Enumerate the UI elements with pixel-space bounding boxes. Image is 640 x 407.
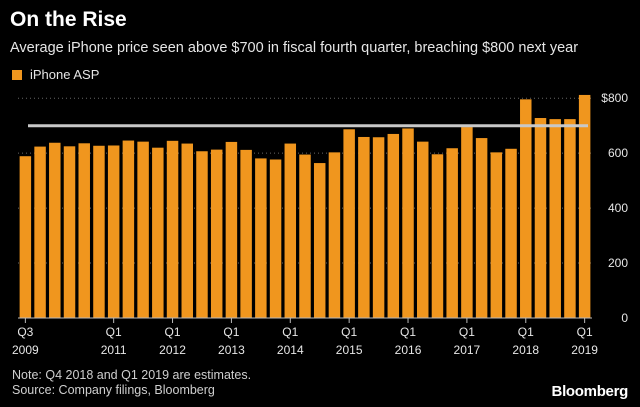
bar <box>269 159 282 318</box>
bar <box>328 152 341 318</box>
x-tick-year-label: 2019 <box>571 343 598 357</box>
x-tick-quarter-label: Q1 <box>518 325 534 339</box>
x-tick-quarter-label: Q1 <box>577 325 593 339</box>
y-tick-label: 0 <box>621 311 628 325</box>
bar <box>93 145 105 318</box>
bar <box>372 137 385 318</box>
x-tick-year-label: 2016 <box>395 343 422 357</box>
x-tick-quarter-label: Q1 <box>223 325 239 339</box>
bar <box>34 146 46 318</box>
chart-subtitle: Average iPhone price seen above $700 in … <box>10 40 579 56</box>
x-tick-quarter-label: Q1 <box>400 325 416 339</box>
bar <box>578 94 591 318</box>
x-tick-year-label: 2014 <box>277 343 304 357</box>
x-tick-year-label: 2011 <box>101 343 127 357</box>
y-tick-label: 200 <box>608 256 628 270</box>
bar <box>446 148 458 318</box>
bar <box>402 128 414 318</box>
legend: iPhone ASP <box>12 67 99 82</box>
bar <box>181 143 193 318</box>
footnote: Note: Q4 2018 and Q1 2019 are estimates.… <box>12 368 251 398</box>
x-tick-quarter-label: Q3 <box>17 325 33 339</box>
source-note: Source: Company filings, Bloomberg <box>12 383 215 397</box>
y-tick-label: 600 <box>608 146 628 160</box>
bloomberg-logo: Bloomberg <box>551 383 629 400</box>
x-tick-year-label: 2012 <box>159 343 186 357</box>
bar <box>431 154 444 318</box>
bar <box>343 129 355 318</box>
bar <box>225 141 238 318</box>
bar <box>166 140 179 318</box>
bar <box>475 138 488 318</box>
bar <box>313 163 326 318</box>
legend-label: iPhone ASP <box>30 67 100 82</box>
x-tick-year-label: 2017 <box>454 343 481 357</box>
x-tick-year-label: 2015 <box>336 343 363 357</box>
bar <box>520 99 532 319</box>
y-tick-label: $800 <box>601 91 628 105</box>
bar <box>63 146 76 318</box>
bar <box>78 143 90 318</box>
bar <box>564 119 576 318</box>
bar <box>107 145 120 318</box>
bar <box>240 149 252 318</box>
y-tick-label: 400 <box>608 201 628 215</box>
x-tick-quarter-label: Q1 <box>282 325 298 339</box>
bar <box>152 147 164 318</box>
bar <box>387 133 400 318</box>
x-tick-quarter-label: Q1 <box>106 325 122 339</box>
bar <box>255 158 267 318</box>
bar <box>461 127 473 318</box>
x-tick-year-label: 2013 <box>218 343 245 357</box>
x-tick-quarter-label: Q1 <box>341 325 357 339</box>
bar <box>284 143 297 318</box>
bar <box>417 141 429 318</box>
x-tick-year-label: 2018 <box>512 343 539 357</box>
bar <box>549 119 561 318</box>
bar <box>299 154 311 318</box>
bar <box>19 156 32 318</box>
bar <box>358 136 370 318</box>
bar <box>490 152 503 318</box>
bar <box>49 142 61 318</box>
chart-title: On the Rise <box>10 8 127 31</box>
bar <box>122 140 135 318</box>
x-tick-quarter-label: Q1 <box>459 325 475 339</box>
bar <box>196 151 208 318</box>
bar <box>210 149 223 318</box>
x-tick-quarter-label: Q1 <box>165 325 181 339</box>
bar <box>534 118 547 318</box>
x-tick-year-label: 2009 <box>12 343 39 357</box>
estimate-note: Note: Q4 2018 and Q1 2019 are estimates. <box>12 368 252 382</box>
bar <box>505 148 517 318</box>
bar <box>137 141 149 318</box>
legend-swatch <box>12 69 22 80</box>
